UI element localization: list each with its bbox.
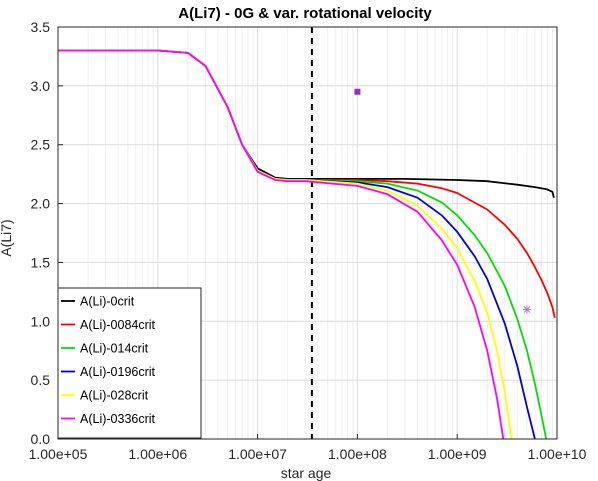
y-tick-label: 1.0 [31,313,51,329]
legend-label: A(Li)-0196crit [80,365,156,379]
y-tick-label: 0.5 [31,372,51,388]
legend: A(Li)-0crit A(Li)-0084crit A(Li)-014crit A(… [57,287,202,439]
x-tick-label: 1.00e+05 [29,446,88,462]
y-tick-label: 2.5 [31,137,51,153]
data-marker-asterisk [522,305,531,314]
x-tick-label: 1.00e+08 [328,446,387,462]
legend-box [57,287,202,439]
tick-labels-group: 1.00e+05 1.00e+06 1.00e+07 1.00e+08 1.00e+09… [29,19,587,462]
x-axis-label: star age [281,465,332,481]
legend-label: A(Li)-014crit [80,342,149,356]
y-tick-label: 2.0 [31,196,51,212]
y-tick-label: 1.5 [31,254,51,270]
legend-label: A(Li)-028crit [80,389,149,403]
y-tick-label: 0.0 [31,431,51,447]
y-tick-label: 3.0 [31,78,51,94]
x-tick-label: 1.00e+10 [528,446,587,462]
y-tick-label: 3.5 [31,19,51,35]
x-tick-label: 1.00e+09 [428,446,487,462]
legend-label: A(Li)-0crit [80,295,135,309]
chart-title: A(Li7) - 0G & var. rotational velocity [178,5,432,22]
x-tick-label: 1.00e+07 [228,446,287,462]
series-line [58,49,505,440]
legend-label: A(Li)-0336crit [80,412,156,426]
data-marker-square [354,88,361,95]
markers-group [354,88,531,314]
series-group [58,49,556,440]
legend-label: A(Li)-0084crit [80,318,156,332]
plot-frame [57,26,558,440]
x-tick-label: 1.00e+06 [128,446,187,462]
y-axis-label: A(Li7) [0,219,14,256]
